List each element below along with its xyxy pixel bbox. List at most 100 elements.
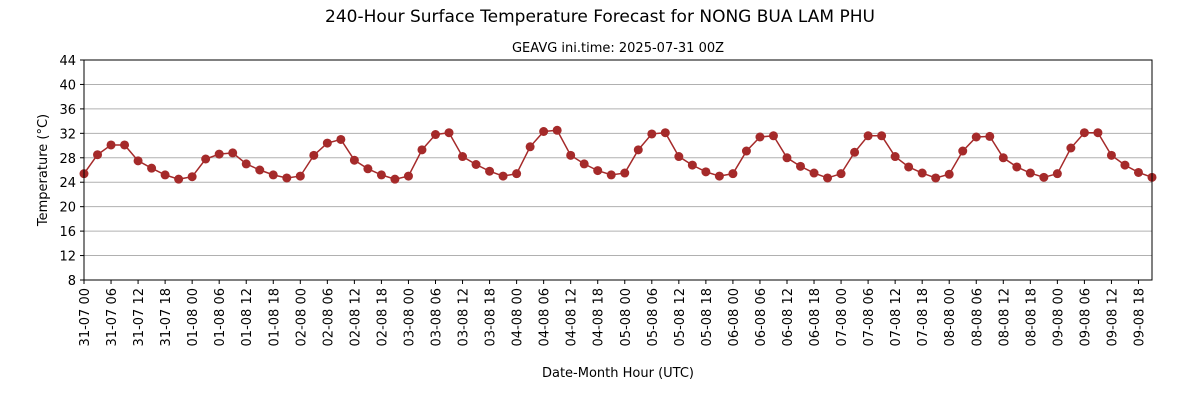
- x-tick-label: 05-08 06: [646, 288, 661, 346]
- data-point: [552, 125, 562, 135]
- x-axis-label: Date-Month Hour (UTC): [542, 366, 694, 381]
- data-point: [796, 161, 806, 171]
- data-point: [336, 134, 346, 144]
- x-tick-label: 01-08 12: [240, 288, 255, 346]
- x-tick-label: 02-08 12: [348, 288, 363, 346]
- data-point: [904, 162, 914, 172]
- data-point: [349, 155, 359, 165]
- x-tick-label: 04-08 12: [565, 288, 580, 346]
- data-point: [471, 160, 481, 169]
- data-point: [971, 132, 981, 142]
- data-point: [93, 150, 103, 160]
- data-point: [660, 128, 670, 138]
- x-tick-label: 03-08 06: [429, 288, 444, 346]
- data-point: [444, 128, 454, 138]
- y-tick-label: 32: [59, 127, 76, 142]
- y-tick-label: 36: [59, 103, 76, 118]
- x-tick-label: 04-08 18: [592, 288, 607, 346]
- x-tick-label: 03-08 18: [484, 288, 499, 346]
- x-tick-label: 09-08 00: [1051, 288, 1066, 346]
- data-point: [120, 140, 130, 150]
- grid-lines: [84, 59, 1152, 281]
- data-point: [633, 145, 643, 155]
- data-point: [877, 131, 887, 141]
- y-tick-label: 24: [59, 176, 76, 191]
- x-tick-label: 09-08 12: [1105, 288, 1120, 346]
- data-point: [268, 170, 278, 180]
- data-point: [836, 169, 846, 179]
- x-tick-label: 08-08 12: [997, 288, 1012, 346]
- data-point: [485, 166, 495, 176]
- data-point: [498, 171, 508, 181]
- data-point: [255, 165, 265, 175]
- data-point: [133, 156, 143, 166]
- data-point: [282, 173, 292, 183]
- x-tick-label: 08-08 18: [1024, 288, 1039, 346]
- data-point: [322, 138, 332, 148]
- x-tick-label: 07-08 06: [862, 288, 877, 346]
- data-point: [1066, 143, 1076, 153]
- x-tick-label: 09-08 06: [1078, 288, 1093, 346]
- data-point: [985, 131, 995, 141]
- x-tick-label: 01-08 00: [186, 288, 201, 346]
- data-point: [174, 174, 184, 184]
- data-point: [309, 150, 319, 160]
- data-point: [417, 145, 427, 155]
- data-point: [1079, 128, 1089, 138]
- y-axis-ticks: 8 12 16 20 24 28 32 36 40 44: [59, 54, 84, 289]
- x-tick-label: 01-08 18: [267, 288, 282, 346]
- data-point: [647, 129, 657, 139]
- data-point: [566, 150, 576, 160]
- x-tick-label: 05-08 12: [673, 288, 688, 346]
- data-point: [228, 148, 238, 158]
- y-tick-label: 20: [59, 201, 76, 216]
- data-point: [998, 153, 1008, 163]
- data-point: [458, 152, 468, 162]
- data-point: [160, 170, 170, 180]
- x-tick-label: 04-08 06: [538, 288, 553, 346]
- x-tick-label: 07-08 12: [889, 288, 904, 346]
- x-tick-label: 07-08 00: [835, 288, 850, 346]
- x-tick-label: 02-08 06: [321, 288, 336, 346]
- data-point: [363, 164, 373, 174]
- x-tick-label: 06-08 06: [754, 288, 769, 346]
- data-point: [1120, 160, 1130, 170]
- data-point: [1106, 150, 1116, 160]
- data-point: [525, 142, 535, 152]
- y-axis-label: Temperature (°C): [36, 114, 51, 227]
- data-point: [430, 130, 440, 140]
- x-tick-label: 09-08 18: [1132, 288, 1147, 346]
- data-point: [539, 127, 549, 136]
- data-point: [147, 163, 157, 173]
- data-point: [741, 146, 751, 156]
- x-tick-label: 08-08 00: [943, 288, 958, 346]
- data-point: [674, 152, 684, 162]
- data-point: [593, 166, 603, 176]
- data-point: [1012, 162, 1022, 172]
- data-point: [403, 171, 413, 181]
- data-point: [701, 167, 711, 177]
- data-point: [714, 171, 724, 181]
- data-point: [917, 168, 927, 178]
- data-point: [1039, 172, 1049, 182]
- data-point: [579, 159, 589, 169]
- y-tick-label: 28: [59, 152, 76, 167]
- x-tick-label: 31-07 00: [78, 288, 93, 346]
- data-point: [931, 173, 941, 183]
- data-point: [890, 152, 900, 162]
- data-point: [944, 169, 954, 179]
- data-point: [295, 171, 305, 181]
- data-point: [782, 153, 792, 163]
- data-point: [106, 140, 116, 150]
- chart-title: 240-Hour Surface Temperature Forecast fo…: [325, 7, 875, 27]
- series-temperature: [79, 125, 1157, 184]
- x-tick-label: 06-08 12: [781, 288, 796, 346]
- x-tick-label: 31-07 06: [105, 288, 120, 346]
- data-point: [850, 147, 860, 157]
- x-tick-label: 04-08 00: [511, 288, 526, 346]
- x-tick-label: 31-07 12: [132, 288, 147, 346]
- data-point: [214, 149, 224, 159]
- y-tick-label: 8: [68, 274, 76, 289]
- data-point: [606, 170, 616, 180]
